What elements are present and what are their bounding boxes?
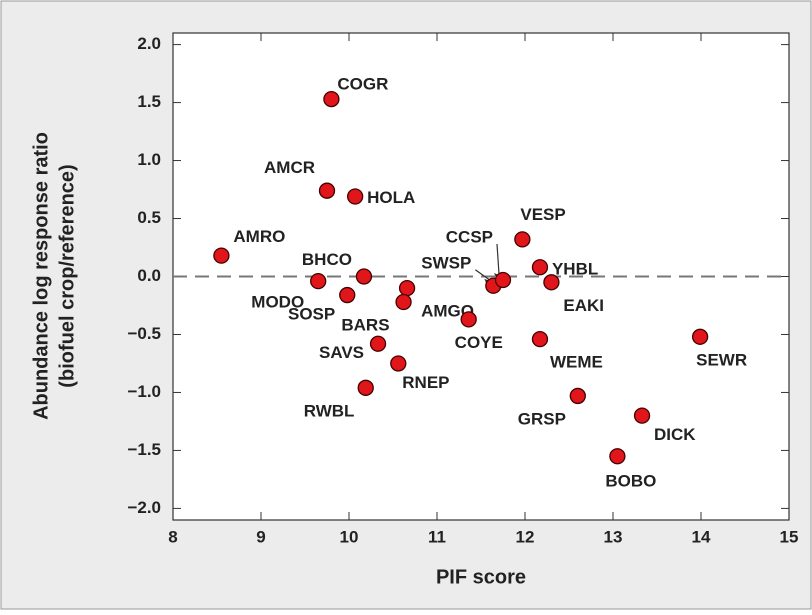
- point-label: EAKI: [563, 296, 604, 315]
- point-label: VESP: [520, 205, 565, 224]
- point-label: AMCR: [264, 158, 315, 177]
- point-label: BHCO: [302, 250, 352, 269]
- point-label: CCSP: [446, 227, 493, 246]
- y-tick-label: −0.5: [127, 324, 161, 343]
- x-tick-label: 13: [604, 527, 623, 546]
- point-label: BOBO: [605, 472, 656, 491]
- point: [390, 355, 407, 372]
- point-label: AMGO: [421, 302, 474, 321]
- point-label: AMRO: [233, 227, 285, 246]
- point: [569, 387, 586, 405]
- point-label: HOLA: [367, 188, 415, 207]
- y-tick-label: 0.5: [137, 208, 161, 227]
- point: [213, 247, 230, 264]
- point: [310, 272, 327, 290]
- leader-arrow: [474, 269, 490, 281]
- point-label: SEWR: [696, 350, 747, 369]
- x-tick-label: 15: [780, 527, 799, 546]
- point: [347, 188, 364, 205]
- y-axis-label: (biofuel crop/reference): [56, 164, 78, 387]
- y-tick-label: −2.0: [127, 498, 161, 517]
- point: [323, 90, 340, 108]
- y-tick-label: 1.0: [137, 150, 161, 169]
- point-label: GRSP: [518, 409, 566, 428]
- point: [398, 279, 416, 297]
- x-tick-label: 11: [428, 527, 446, 546]
- point-label: RWBL: [304, 401, 355, 420]
- point: [369, 335, 387, 352]
- y-tick-label: −1.5: [127, 440, 161, 459]
- point: [355, 268, 373, 285]
- x-tick-label: 9: [256, 527, 265, 546]
- y-tick-label: −1.0: [127, 382, 161, 401]
- point-label: SOSP: [288, 305, 335, 324]
- point: [339, 286, 356, 304]
- point-label: DICK: [654, 425, 696, 444]
- x-axis-label: PIF score: [436, 566, 526, 588]
- point: [357, 379, 374, 396]
- x-tick-label: 8: [168, 527, 177, 546]
- x-tick-label: 10: [340, 527, 359, 546]
- y-tick-label: 1.5: [137, 92, 161, 111]
- point-label: COGR: [337, 75, 388, 94]
- leader-arrow: [496, 243, 500, 275]
- point: [494, 271, 512, 289]
- y-tick-label: 0.0: [137, 266, 161, 285]
- y-tick-label: 2.0: [137, 34, 161, 53]
- point: [609, 448, 626, 465]
- point-label: RNEP: [402, 373, 449, 392]
- x-tick-label: 12: [516, 527, 535, 546]
- point-label: COYE: [455, 333, 503, 352]
- point-label: BARS: [341, 315, 389, 334]
- point: [460, 311, 477, 328]
- point: [531, 330, 549, 348]
- y-axis-label: Abundance log response ratio: [30, 132, 52, 420]
- point: [691, 328, 709, 345]
- point-label: SAVS: [319, 343, 364, 362]
- point: [531, 259, 549, 276]
- point-label: MODO: [251, 293, 304, 312]
- point-label: WEME: [550, 353, 603, 372]
- point: [633, 407, 651, 424]
- point: [395, 293, 412, 311]
- point: [514, 231, 531, 248]
- point: [318, 182, 336, 199]
- x-tick-label: 14: [692, 527, 711, 546]
- point-label: SWSP: [421, 253, 471, 272]
- point: [543, 274, 560, 291]
- point-label: YHBL: [552, 260, 598, 279]
